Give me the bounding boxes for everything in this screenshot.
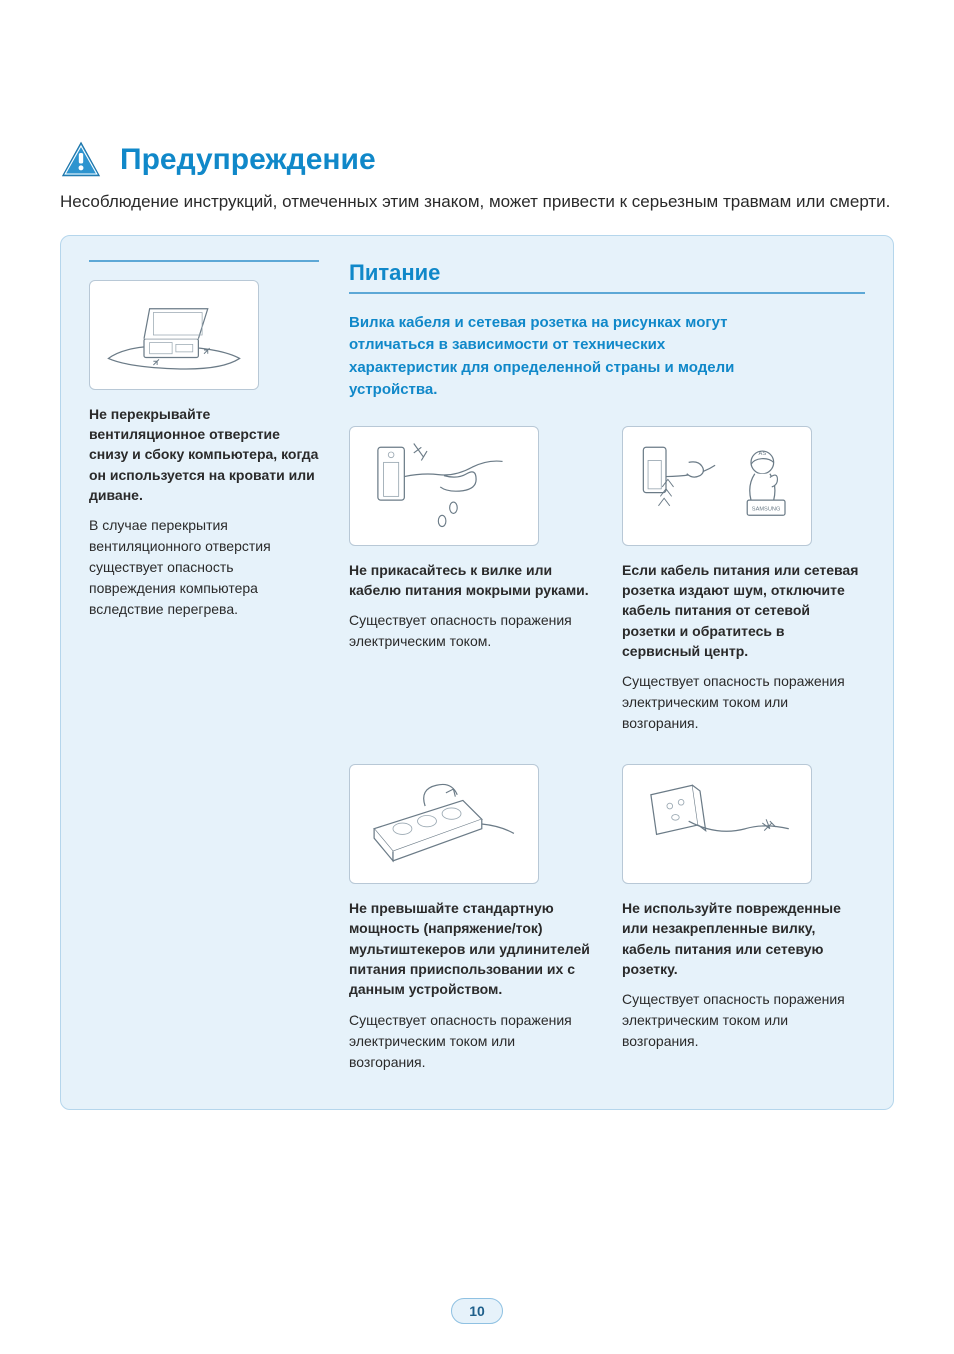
- main-column: Питание Вилка кабеля и сетевая розетка н…: [349, 260, 865, 1073]
- safety-item-body: Существует опасность поражения электриче…: [349, 1010, 592, 1073]
- page-number: 10: [469, 1303, 485, 1319]
- illustration-laptop-vent: [89, 280, 259, 390]
- content-card: Не перекрывайте вентиляционное отверстие…: [60, 235, 894, 1110]
- safety-item: Не используйте поврежденные или незакреп…: [622, 764, 865, 1072]
- safety-item-body: Существует опасность поражения электриче…: [349, 610, 592, 652]
- left-item-body: В случае перекрытия вентиляционного отве…: [89, 515, 319, 620]
- safety-item-title: Не превышайте стандартную мощность (напр…: [349, 898, 592, 999]
- svg-text:AS: AS: [759, 450, 767, 456]
- page-number-badge: 10: [451, 1298, 503, 1324]
- svg-text:SAMSUNG: SAMSUNG: [752, 506, 781, 512]
- illustration-power-strip: [349, 764, 539, 884]
- safety-item-title: Не прикасайтесь к вилке или кабелю питан…: [349, 560, 592, 601]
- illustration-wet-hands: [349, 426, 539, 546]
- illustration-damaged-plug: [622, 764, 812, 884]
- warning-header: Предупреждение: [60, 140, 894, 180]
- safety-item-body: Существует опасность поражения электриче…: [622, 989, 865, 1052]
- safety-item: Не прикасайтесь к вилке или кабелю питан…: [349, 426, 592, 734]
- safety-item: Не превышайте стандартную мощность (напр…: [349, 764, 592, 1072]
- section-disclaimer: Вилка кабеля и сетевая розетка на рисунк…: [349, 312, 769, 402]
- left-rule: [89, 260, 319, 262]
- safety-item-title: Не используйте поврежденные или незакреп…: [622, 898, 865, 979]
- illustration-service-center: AS SAMSUNG: [622, 426, 812, 546]
- main-rule: [349, 292, 865, 294]
- left-column: Не перекрывайте вентиляционное отверстие…: [89, 260, 319, 1073]
- safety-item-body: Существует опасность поражения электриче…: [622, 671, 865, 734]
- warning-title: Предупреждение: [120, 143, 376, 177]
- safety-item: AS SAMSUNG Если кабель питания или сетев…: [622, 426, 865, 734]
- items-grid: Не прикасайтесь к вилке или кабелю питан…: [349, 426, 865, 1073]
- safety-item-title: Если кабель питания или сетевая розетка …: [622, 560, 865, 661]
- warning-icon: [60, 140, 102, 180]
- left-item-title: Не перекрывайте вентиляционное отверстие…: [89, 404, 319, 505]
- warning-subtitle: Несоблюдение инструкций, отмеченных этим…: [60, 190, 894, 215]
- section-heading: Питание: [349, 260, 865, 286]
